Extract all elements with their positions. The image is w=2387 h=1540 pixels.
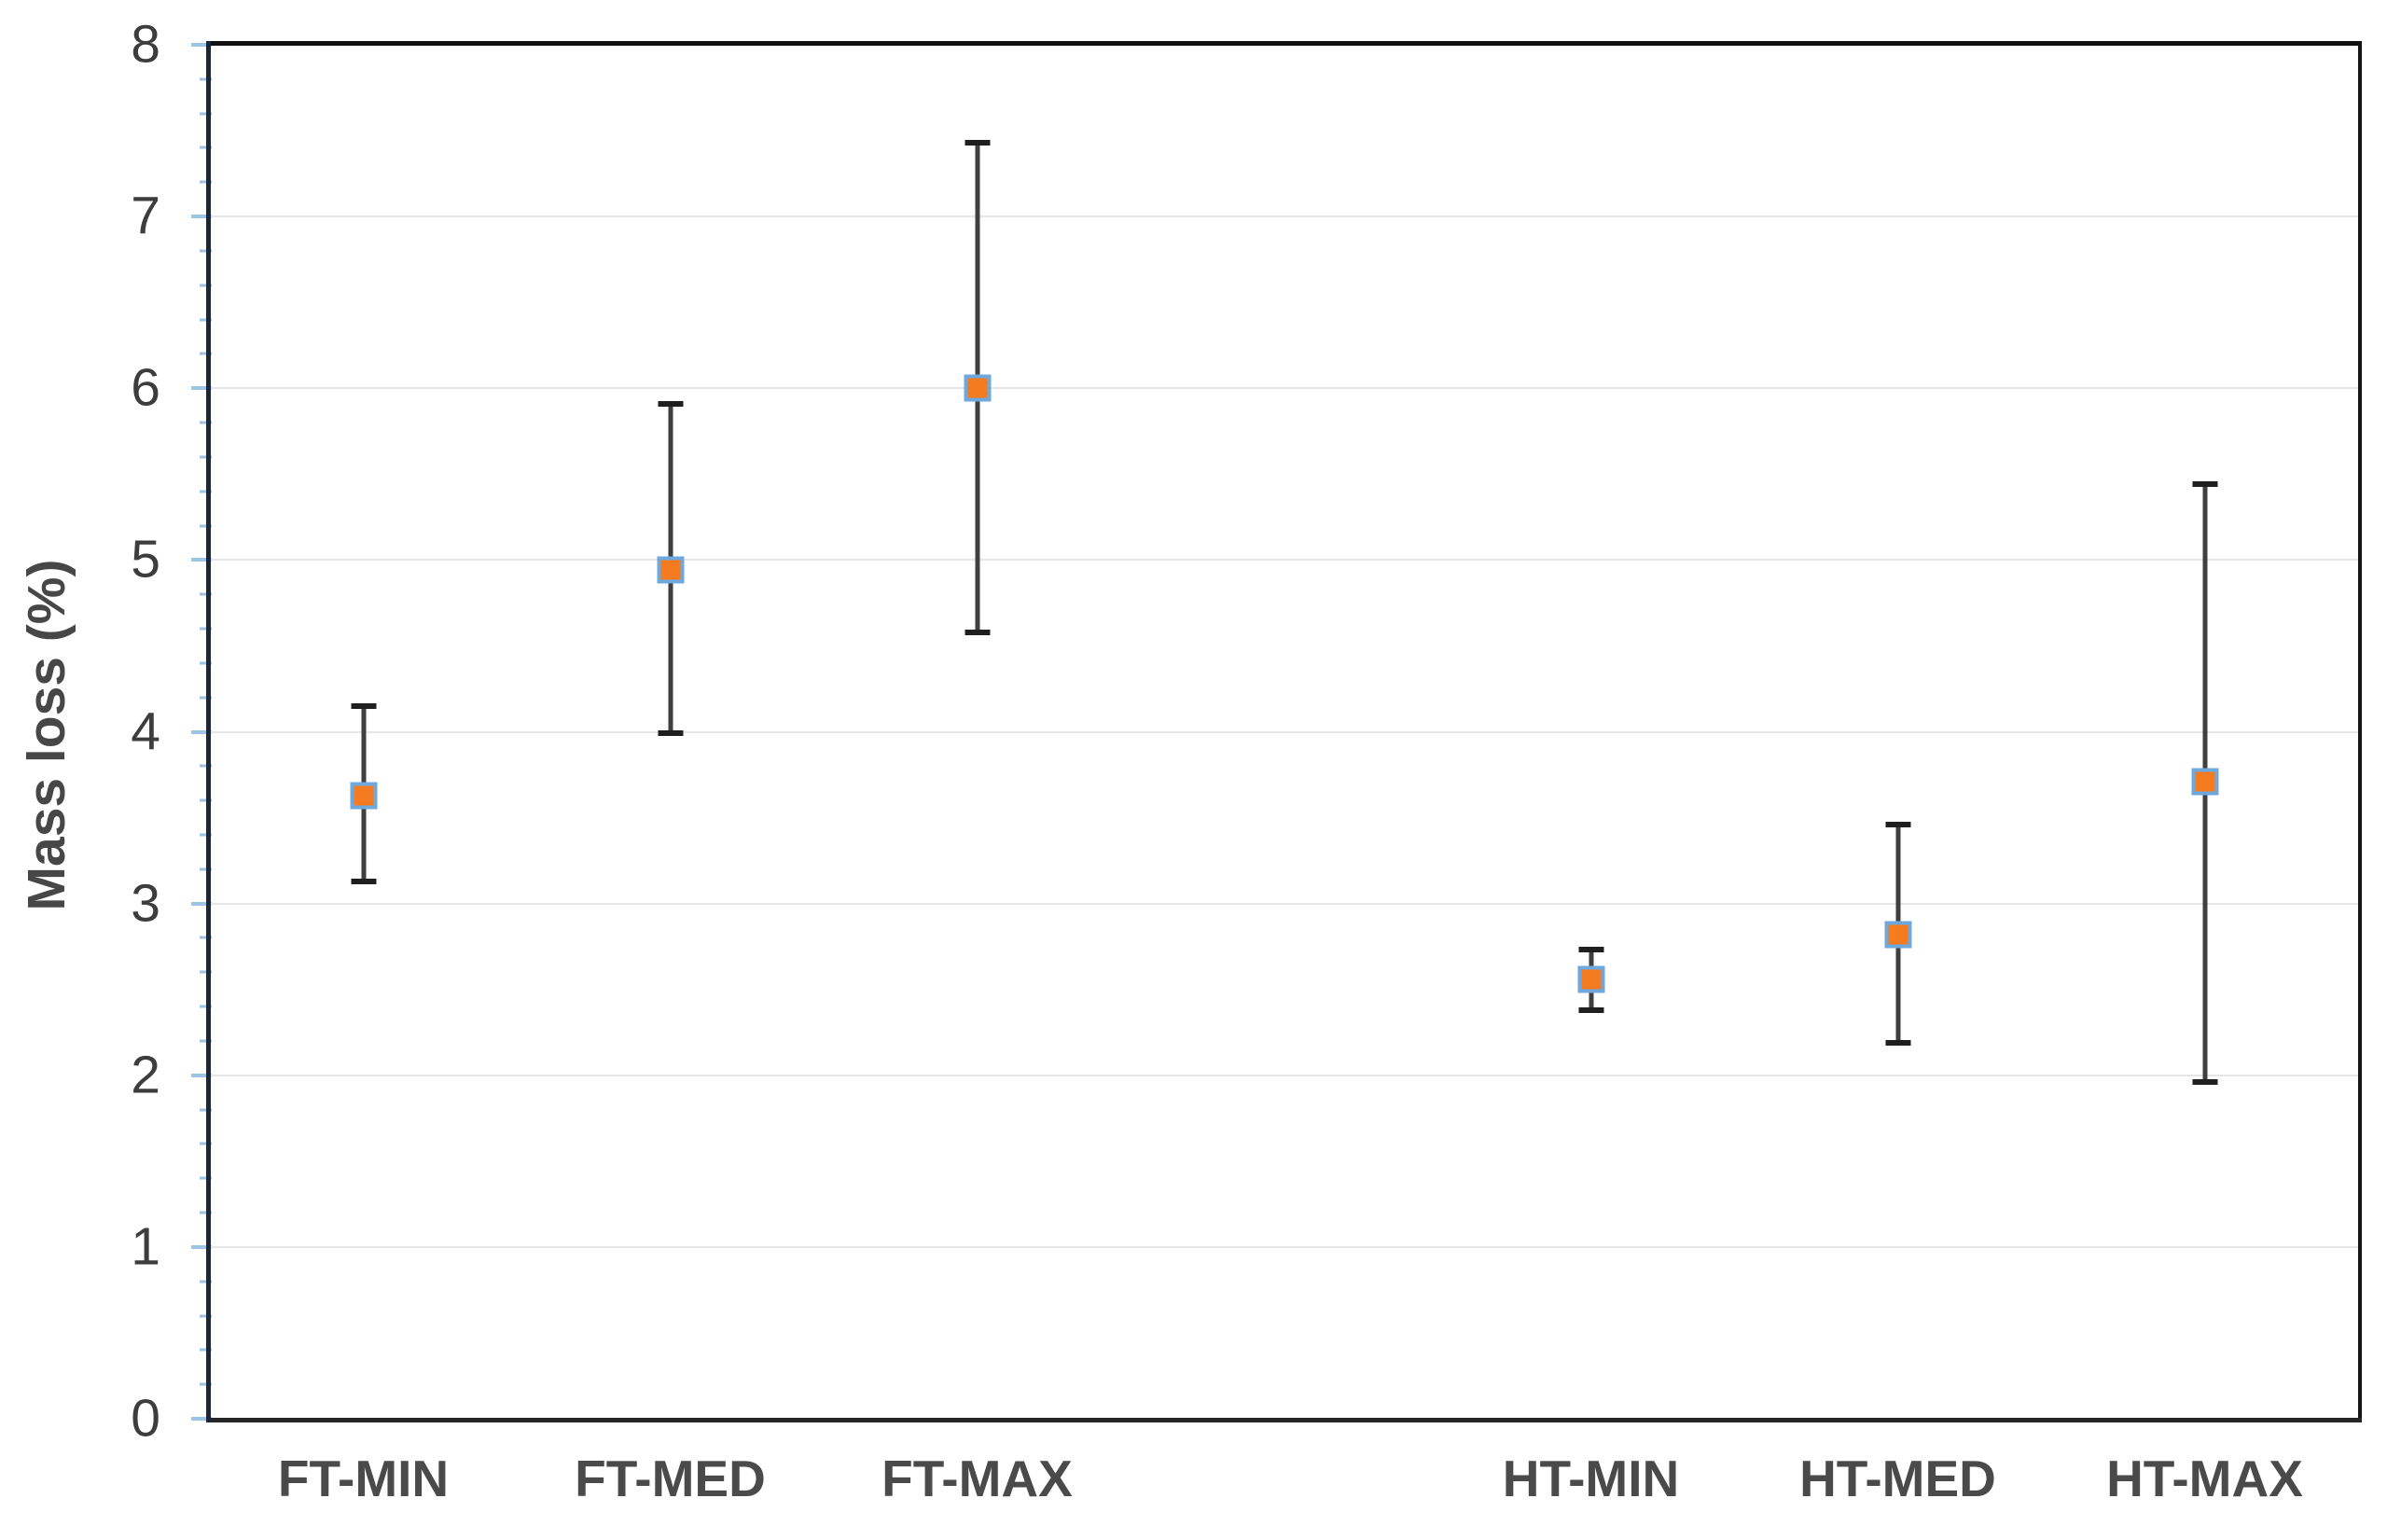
y-minor-tick-7.8 (200, 77, 212, 81)
x-axis-category-labels: FT-MIN FT-MED FT-MAX HT-MIN HT-MED HT-MAX (210, 1453, 2358, 1519)
y-minor-tick-0.6 (200, 1314, 212, 1318)
data-point-marker-ht-max (2191, 768, 2218, 796)
y-minor-tick-2.2 (200, 1039, 212, 1043)
gridline-y-6 (210, 387, 2358, 390)
y-minor-tick-6.2 (200, 352, 212, 355)
error-bar-cap-top-ft-min (351, 702, 376, 709)
data-point-marker-ft-med (657, 556, 684, 584)
y-minor-tick-5.2 (200, 524, 212, 528)
y-major-tick-2 (191, 1073, 212, 1077)
y-major-tick-5 (191, 558, 212, 562)
y-minor-tick-0.8 (200, 1280, 212, 1283)
y-major-tick-4 (191, 729, 212, 734)
gridline-y-3 (210, 902, 2358, 905)
y-tick-label-3: 3 (131, 873, 160, 934)
y-tick-label-7: 7 (131, 186, 160, 246)
y-minor-tick-5.4 (200, 490, 212, 493)
x-category-label-ht-max: HT-MAX (2106, 1450, 2303, 1507)
error-bar-cap-top-ht-med (1885, 821, 1910, 827)
y-tick-label-2: 2 (131, 1045, 160, 1105)
y-minor-tick-2.4 (200, 1005, 212, 1008)
data-point-marker-ft-min (350, 782, 377, 810)
y-major-tick-7 (191, 215, 212, 219)
x-category-label-ht-med: HT-MED (1799, 1450, 1996, 1507)
y-major-tick-0 (191, 1417, 212, 1421)
y-minor-tick-0.2 (200, 1382, 212, 1386)
y-tick-label-8: 8 (131, 14, 160, 75)
y-minor-tick-3.4 (200, 833, 212, 837)
y-major-tick-1 (191, 1244, 212, 1249)
y-major-tick-6 (191, 386, 212, 391)
error-bar-cap-bottom-ft-min (351, 878, 376, 884)
y-minor-tick-5.8 (200, 421, 212, 424)
y-major-tick-3 (191, 901, 212, 906)
y-minor-tick-1.6 (200, 1142, 212, 1145)
error-bar-cap-bottom-ft-max (965, 629, 990, 635)
y-minor-tick-2.6 (200, 970, 212, 974)
error-bar-cap-top-ft-max (965, 139, 990, 146)
x-category-label-ft-min: FT-MIN (277, 1450, 450, 1507)
error-bar-cap-bottom-ht-med (1885, 1039, 1910, 1046)
y-minor-tick-3.2 (200, 867, 212, 871)
error-bar-cap-bottom-ft-med (658, 730, 683, 737)
data-point-marker-ft-max (964, 374, 991, 402)
data-point-marker-ht-med (1884, 921, 1911, 949)
error-bar-cap-bottom-ht-min (1578, 1006, 1603, 1013)
x-axis-line (206, 1418, 2362, 1422)
gridline-y-7 (210, 215, 2358, 218)
y-tick-label-1: 1 (131, 1216, 160, 1277)
y-minor-tick-4.8 (200, 592, 212, 596)
y-tick-label-6: 6 (131, 357, 160, 418)
y-minor-tick-6.4 (200, 318, 212, 322)
y-minor-tick-1.2 (200, 1211, 212, 1214)
error-bar-cap-top-ht-min (1578, 947, 1603, 953)
y-minor-tick-1.8 (200, 1108, 212, 1112)
error-bar-cap-bottom-ht-max (2192, 1079, 2217, 1086)
y-minor-tick-6.6 (200, 284, 212, 287)
y-minor-tick-4.2 (200, 696, 212, 700)
y-minor-tick-7.4 (200, 146, 212, 149)
gridline-y-1 (210, 1245, 2358, 1248)
y-minor-tick-4.4 (200, 661, 212, 665)
y-minor-tick-3.6 (200, 798, 212, 802)
y-minor-tick-3.8 (200, 764, 212, 768)
error-bar-cap-top-ft-med (658, 400, 683, 407)
y-tick-label-5: 5 (131, 529, 160, 590)
x-category-label-ft-med: FT-MED (575, 1450, 766, 1507)
data-point-marker-ht-min (1577, 965, 1604, 993)
x-category-label-ft-max: FT-MAX (881, 1450, 1073, 1507)
y-minor-tick-7.2 (200, 180, 212, 184)
y-minor-tick-0.4 (200, 1348, 212, 1352)
plot-border-right (2358, 41, 2362, 1422)
gridline-y-2 (210, 1074, 2358, 1076)
y-minor-tick-4.6 (200, 627, 212, 631)
y-major-tick-8 (191, 43, 212, 47)
y-minor-tick-2.8 (200, 936, 212, 939)
y-tick-label-4: 4 (131, 701, 160, 761)
plot-border-top (206, 41, 2362, 46)
error-bar-cap-top-ht-max (2192, 481, 2217, 488)
plot-area (210, 45, 2358, 1419)
y-tick-label-0: 0 (131, 1388, 160, 1449)
y-minor-tick-7.6 (200, 112, 212, 116)
gridline-y-5 (210, 559, 2358, 562)
gridline-y-4 (210, 730, 2358, 733)
y-minor-tick-5.6 (200, 455, 212, 459)
y-minor-tick-1.4 (200, 1176, 212, 1180)
y-axis-line (206, 41, 211, 1422)
y-minor-tick-6.8 (200, 249, 212, 253)
x-category-label-ht-min: HT-MIN (1502, 1450, 1680, 1507)
